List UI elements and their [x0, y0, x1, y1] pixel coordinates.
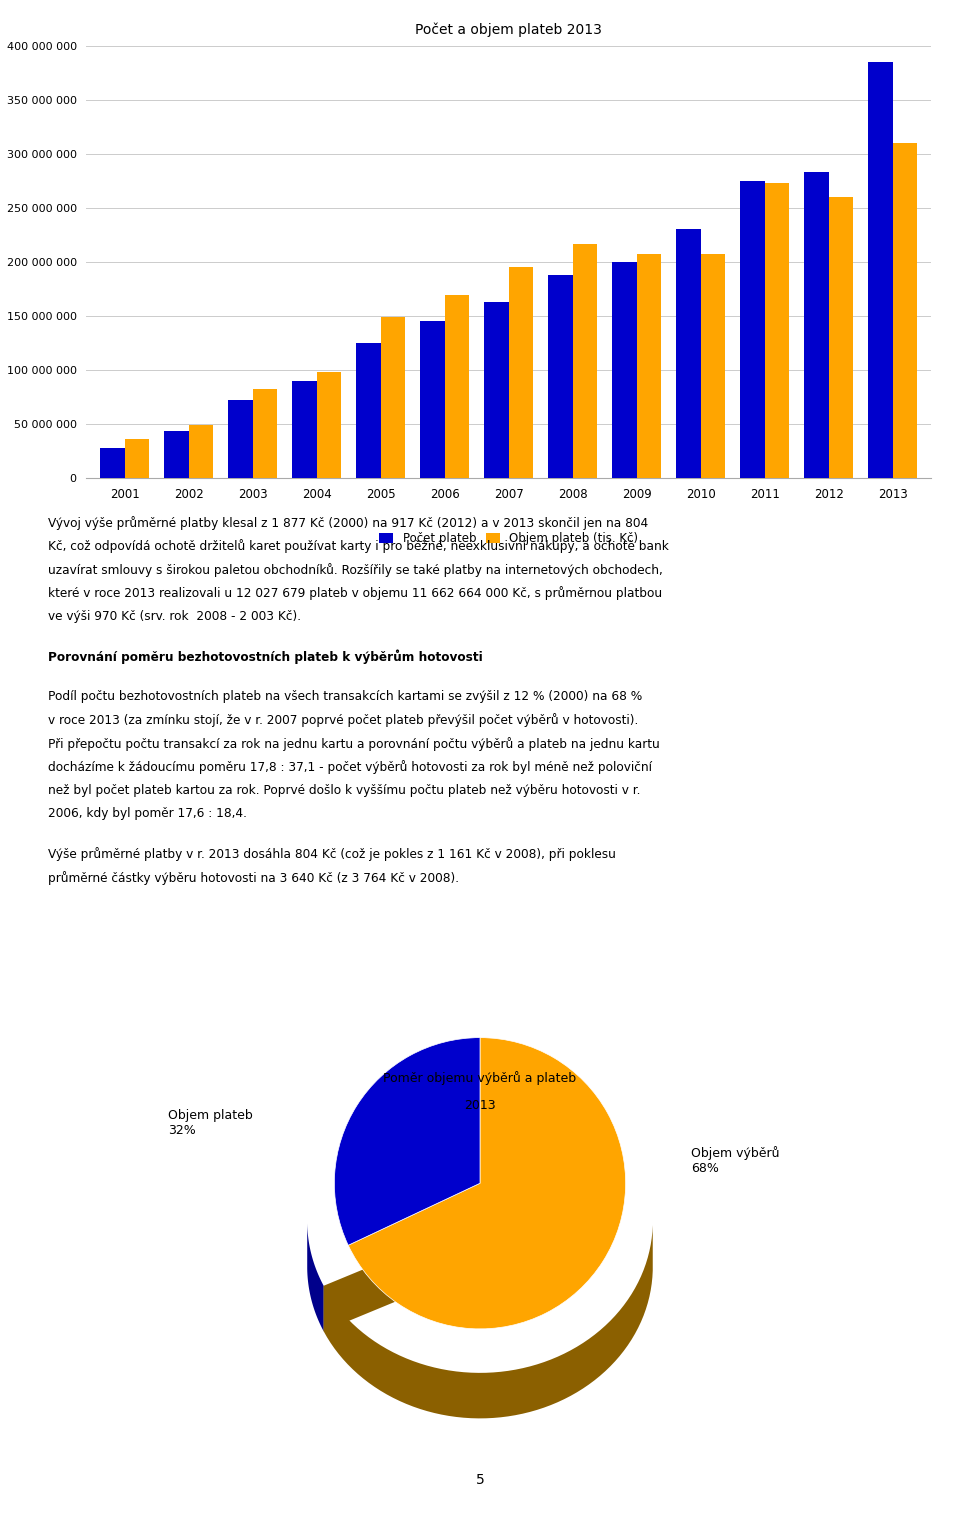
- Text: uzavírat smlouvy s širokou paletou obchodníků. Rozšířily se také platby na inter: uzavírat smlouvy s širokou paletou obcho…: [48, 563, 662, 576]
- Polygon shape: [324, 1221, 480, 1332]
- Bar: [356, 343, 381, 478]
- Text: Vývoj výše průměrné platby klesal z 1 877 Kč (2000) na 917 Kč (2012) a v 2013 sk: Vývoj výše průměrné platby klesal z 1 87…: [48, 516, 648, 529]
- Text: Porovnání poměru bezhotovostních plateb k výběrům hotovosti: Porovnání poměru bezhotovostních plateb …: [48, 649, 483, 664]
- Bar: [740, 181, 765, 478]
- Bar: [381, 317, 405, 478]
- Bar: [293, 381, 317, 478]
- Text: Objem výběrů
68%: Objem výběrů 68%: [691, 1145, 780, 1176]
- Bar: [444, 296, 469, 478]
- Text: Kč, což odpovídá ochotě držitelů karet používat karty i pro běžné, neexklusivní : Kč, což odpovídá ochotě držitelů karet p…: [48, 539, 669, 554]
- Bar: [677, 229, 701, 478]
- Bar: [228, 400, 252, 478]
- Text: Při přepočtu počtu transakcí za rok na jednu kartu a porovnání počtu výběrů a pl: Při přepočtu počtu transakcí za rok na j…: [48, 737, 660, 751]
- Bar: [893, 143, 917, 478]
- Bar: [189, 425, 213, 478]
- Text: Podíl počtu bezhotovostních plateb na všech transakcích kartami se zvýšil z 12 %: Podíl počtu bezhotovostních plateb na vš…: [48, 690, 642, 702]
- Bar: [701, 255, 725, 478]
- Bar: [420, 322, 444, 478]
- Text: průměrné částky výběru hotovosti na 3 640 Kč (z 3 764 Kč v 2008).: průměrné částky výběru hotovosti na 3 64…: [48, 871, 459, 884]
- Text: ve výši 970 Kč (srv. rok  2008 - 2 003 Kč).: ve výši 970 Kč (srv. rok 2008 - 2 003 Kč…: [48, 610, 301, 623]
- Bar: [164, 431, 189, 478]
- Text: Poměr objemu výběrů a plateb: Poměr objemu výběrů a plateb: [383, 1071, 577, 1085]
- Bar: [765, 182, 789, 478]
- Text: než byl počet plateb kartou za rok. Poprvé došlo k vyššímu počtu plateb než výbě: než byl počet plateb kartou za rok. Popr…: [48, 784, 640, 796]
- Wedge shape: [348, 1038, 626, 1329]
- Title: Počet a objem plateb 2013: Počet a objem plateb 2013: [416, 23, 602, 38]
- Bar: [869, 62, 893, 478]
- Text: Výše průměrné platby v r. 2013 dosáhla 804 Kč (což je pokles z 1 161 Kč v 2008),: Výše průměrné platby v r. 2013 dosáhla 8…: [48, 848, 616, 862]
- Bar: [828, 197, 853, 478]
- Bar: [485, 302, 509, 478]
- Bar: [804, 171, 828, 478]
- Text: Objem plateb
32%: Objem plateb 32%: [168, 1109, 252, 1136]
- Wedge shape: [334, 1038, 480, 1245]
- Bar: [125, 438, 149, 478]
- Text: 2013: 2013: [465, 1098, 495, 1112]
- Bar: [573, 244, 597, 478]
- Bar: [548, 275, 573, 478]
- Bar: [101, 448, 125, 478]
- Text: docházíme k žádoucímu poměru 17,8 : 37,1 - počet výběrů hotovosti za rok byl mén: docházíme k žádoucímu poměru 17,8 : 37,1…: [48, 760, 652, 774]
- Bar: [317, 372, 341, 478]
- Text: 2006, kdy byl poměr 17,6 : 18,4.: 2006, kdy byl poměr 17,6 : 18,4.: [48, 807, 247, 821]
- Bar: [252, 390, 277, 478]
- Text: 5: 5: [475, 1473, 485, 1487]
- Bar: [636, 255, 661, 478]
- Text: v roce 2013 (za zmínku stojí, že v r. 2007 poprvé počet plateb převýšil počet vý: v roce 2013 (za zmínku stojí, že v r. 20…: [48, 713, 638, 727]
- Legend: Počet plateb, Objem plateb (tis. Kč): Počet plateb, Objem plateb (tis. Kč): [374, 526, 643, 549]
- Polygon shape: [307, 1223, 324, 1332]
- Text: které v roce 2013 realizovali u 12 027 679 plateb v objemu 11 662 664 000 Kč, s : které v roce 2013 realizovali u 12 027 6…: [48, 586, 662, 601]
- Polygon shape: [324, 1226, 653, 1418]
- Bar: [612, 261, 636, 478]
- Bar: [509, 267, 533, 478]
